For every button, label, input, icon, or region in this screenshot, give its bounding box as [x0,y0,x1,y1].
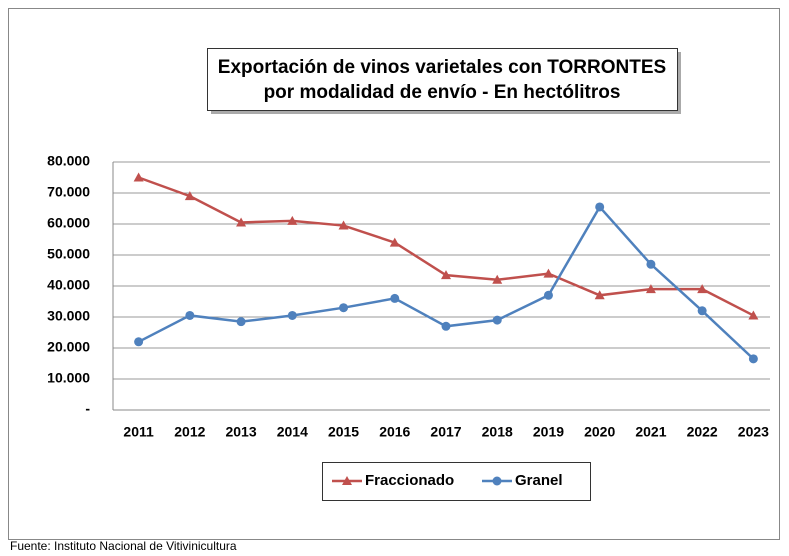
x-tick-label: 2022 [687,424,718,440]
x-tick-label: 2015 [328,424,359,440]
x-tick-label: 2011 [123,424,154,440]
title-box [207,48,678,111]
marker [184,191,195,201]
marker [287,215,298,225]
x-tick-label: 2014 [277,424,308,440]
legend-box [322,462,591,501]
marker [697,284,708,294]
y-tick-label: 80.000 [47,153,90,169]
marker [342,476,352,485]
marker [287,310,297,320]
source-note: Fuente: Instituto Nacional de Vitivinicu… [10,539,237,553]
marker [390,293,400,303]
marker [133,172,144,182]
marker [646,259,656,269]
y-tick-label: 20.000 [47,339,90,355]
chart-title: Exportación de vinos varietales con TORR… [218,57,666,78]
marker [697,306,707,316]
marker [543,268,554,278]
marker [185,310,195,320]
x-tick-label: 2019 [533,424,564,440]
marker [492,315,502,325]
marker [748,310,759,320]
x-tick-label: 2018 [482,424,513,440]
marker [441,321,451,331]
x-tick-label: 2017 [430,424,461,440]
marker [645,284,656,294]
marker [492,274,503,284]
x-tick-label: 2012 [174,424,205,440]
y-tick-label: 50.000 [47,246,90,262]
marker [748,354,758,364]
marker [389,237,400,247]
marker [236,217,247,227]
marker [134,337,144,347]
legend-label: Granel [515,472,563,489]
x-tick-label: 2016 [379,424,410,440]
marker [594,290,605,300]
x-tick-label: 2013 [225,424,256,440]
marker [492,476,502,486]
marker [441,270,451,280]
marker [236,317,246,327]
marker [338,220,349,230]
x-tick-label: 2021 [635,424,666,440]
marker [543,290,553,300]
marker [595,202,605,212]
y-tick-label: 60.000 [47,215,90,231]
legend-label: Fraccionado [365,472,454,489]
marker [339,303,349,313]
x-tick-label: 2023 [738,424,769,440]
x-tick-label: 2020 [584,424,615,440]
y-tick-label: - [85,401,90,417]
y-tick-label: 30.000 [47,308,90,324]
y-tick-label: 10.000 [47,370,90,386]
chart-title: por modalidad de envío - En hectólitros [264,82,621,103]
y-tick-label: 70.000 [47,184,90,200]
y-tick-label: 40.000 [47,277,90,293]
